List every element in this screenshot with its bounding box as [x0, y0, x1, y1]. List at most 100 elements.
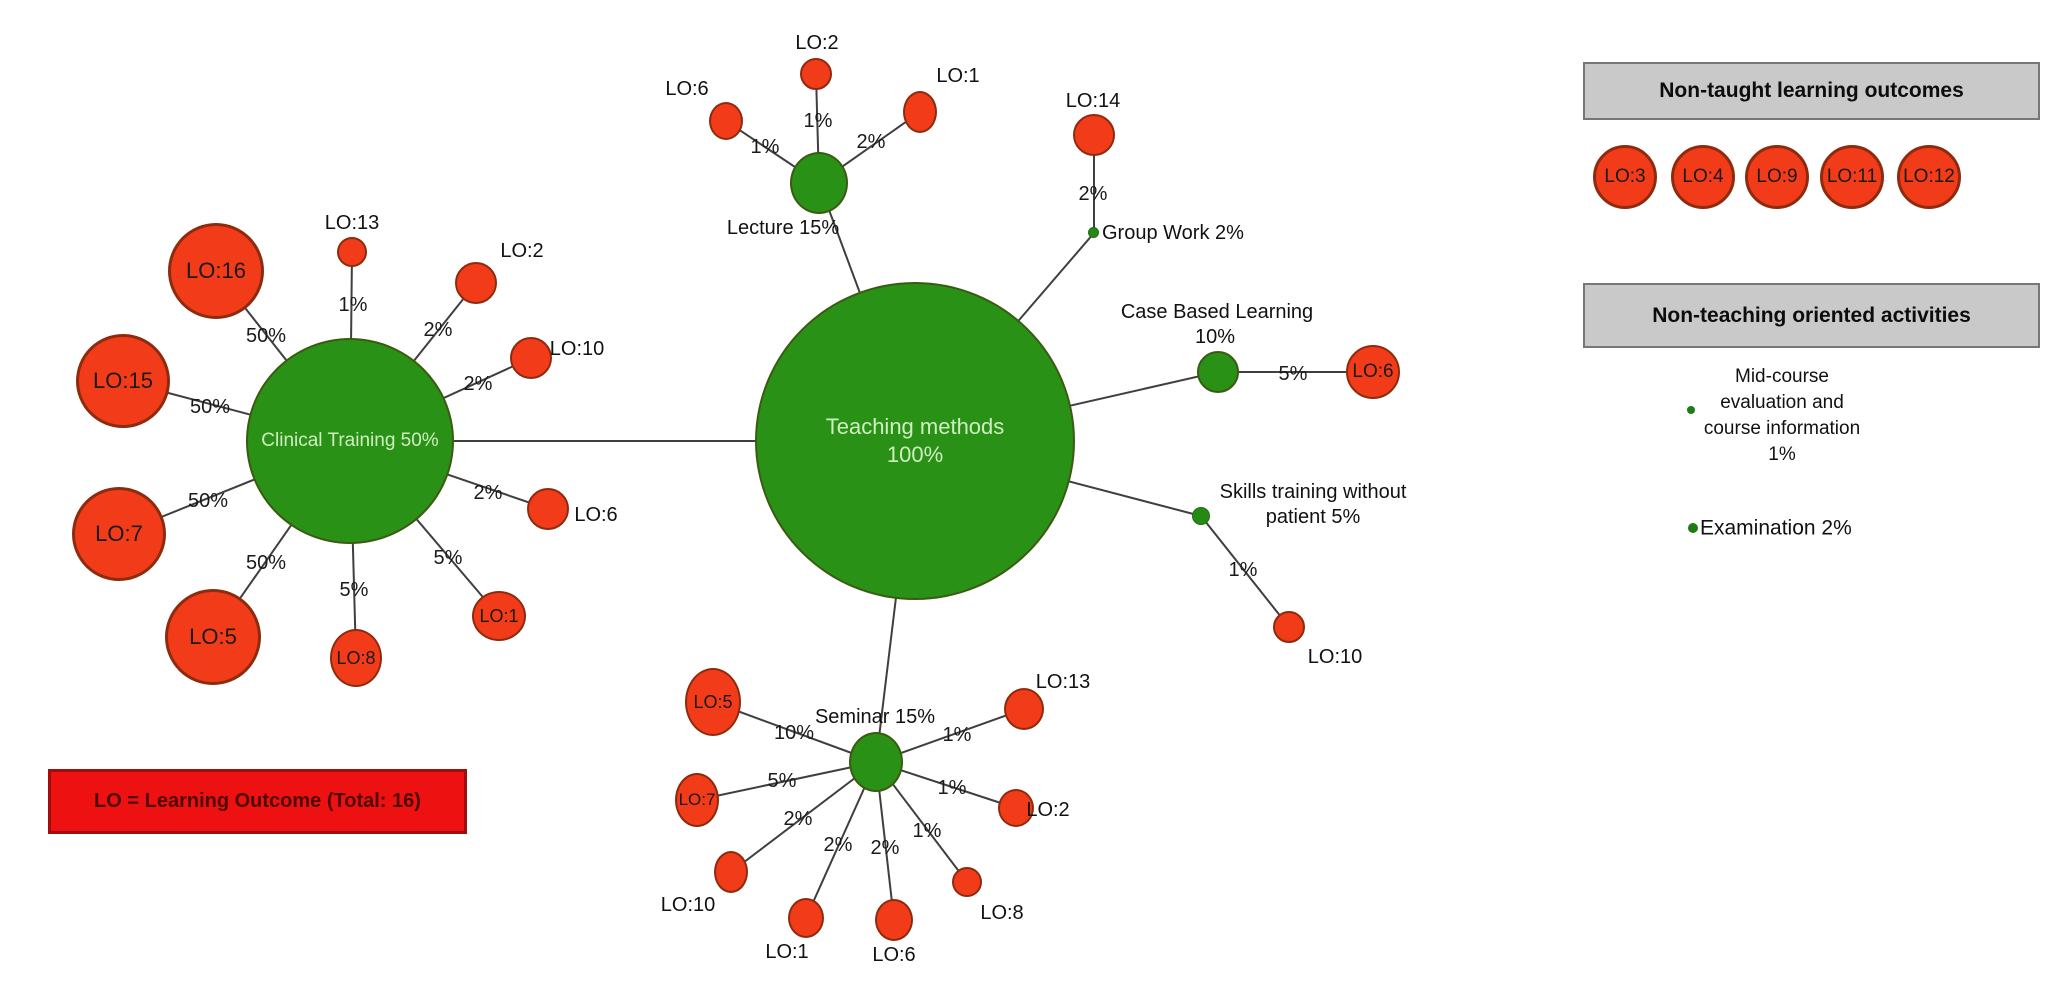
- clinical-training-label: Clinical Training 50%: [261, 430, 439, 451]
- lecture-lo1-node: [903, 91, 937, 133]
- lo-label: LO:4: [1682, 166, 1724, 187]
- teaching-methods-node: Teaching methods 100%: [755, 282, 1075, 600]
- lo-label: LO:2: [1026, 799, 1070, 821]
- lo-label: LO:5: [189, 624, 237, 649]
- teaching-methods-label: Teaching methods 100%: [825, 414, 1005, 467]
- edge-pct-label: 2%: [423, 319, 453, 341]
- edge-pct-label: 50%: [245, 325, 287, 347]
- clinical-lo15-node: LO:15: [76, 334, 170, 428]
- lecture-lo2-node: [800, 58, 832, 90]
- lo-label: LO:8: [980, 902, 1024, 924]
- lo-label: LO:10: [660, 894, 716, 916]
- group-work-label: Group Work 2%: [1102, 222, 1244, 244]
- lo-label: LO:12: [1903, 166, 1955, 187]
- clinical-lo7-node: LO:7: [72, 487, 166, 581]
- seminar-lo7-node: LO:7: [675, 773, 719, 827]
- lo-label: LO:11: [1826, 166, 1878, 187]
- lo-label: LO:13: [324, 212, 380, 234]
- clinical-lo8-node: LO:8: [330, 629, 382, 687]
- edge-seminar-lo5: [712, 701, 877, 763]
- edge-pct-label: 1%: [942, 724, 972, 746]
- edge-pct-label: 1%: [912, 820, 942, 842]
- edge-pct-label: 2%: [823, 834, 853, 856]
- lo-label: LO:1: [936, 65, 980, 87]
- lo-label: LO:1: [765, 941, 809, 963]
- lo-label: LO:5: [693, 691, 733, 712]
- non-teaching-title: Non-teaching oriented activities: [1652, 303, 1971, 327]
- lecture-lo6-node: [709, 102, 743, 140]
- non-taught-title: Non-taught learning outcomes: [1659, 79, 1964, 102]
- lo-label: LO:6: [665, 78, 709, 100]
- edge-pct-label: 2%: [870, 837, 900, 859]
- case-based-learning-label-line1: Case Based Learning: [1120, 301, 1314, 323]
- groupwork-lo14-node: [1073, 114, 1115, 156]
- non-teaching-panel-header: Non-teaching oriented activities: [1583, 283, 2040, 348]
- skills-training-node: [1192, 507, 1210, 525]
- edge-pct-label: 2%: [856, 131, 886, 153]
- lecture-label: Lecture 15%: [726, 217, 840, 239]
- clinical-lo10-node: [510, 337, 552, 379]
- lo-label: LO:8: [336, 647, 376, 668]
- edge-pct-label: 1%: [750, 136, 780, 158]
- seminar-lo1-node: [788, 898, 824, 938]
- edge-pct-label: 1%: [338, 294, 368, 316]
- group-work-node: [1088, 227, 1099, 238]
- edge-pct-label: 5%: [339, 579, 369, 601]
- edge-pct-label: 1%: [1228, 559, 1258, 581]
- lo-label: LO:2: [500, 240, 544, 262]
- lo-label: LO:9: [1756, 166, 1798, 187]
- clinical-training-node: Clinical Training 50%: [246, 338, 454, 544]
- lo-label: LO:13: [1035, 671, 1091, 693]
- case-based-learning-label-line2: 10%: [1194, 326, 1236, 348]
- seminar-node: [849, 732, 903, 792]
- seminar-lo13-node: [1004, 688, 1044, 730]
- lo-label: LO:16: [186, 258, 246, 283]
- edge-seminar-lo7: [696, 761, 877, 801]
- edge-pct-label: 2%: [1078, 183, 1108, 205]
- edge-seminar-lo10: [730, 761, 877, 873]
- lo-label: LO:6: [574, 504, 618, 526]
- lo-label: LO:10: [1307, 646, 1363, 668]
- casebased-lo6-node: LO:6: [1346, 345, 1400, 399]
- lo-label: LO:6: [872, 944, 916, 966]
- lo-label: LO:2: [795, 32, 839, 54]
- case-based-learning-node: [1197, 351, 1239, 393]
- edge-pct-label: 5%: [767, 770, 797, 792]
- midcourse-evaluation-label: Mid-course evaluation and course informa…: [1703, 366, 1861, 465]
- midcourse-dot: [1687, 406, 1695, 414]
- lo-label: LO:10: [549, 338, 605, 360]
- edge-pct-label: 10%: [773, 722, 815, 744]
- lo-label: LO:15: [93, 368, 153, 393]
- clinical-lo2-node: [455, 262, 497, 304]
- non-taught-panel-header: Non-taught learning outcomes: [1583, 62, 2040, 120]
- clinical-lo5-node: LO:5: [165, 589, 261, 685]
- clinical-lo6-node: [527, 488, 569, 530]
- lo-label: LO:7: [678, 790, 716, 809]
- edge-pct-label: 2%: [783, 808, 813, 830]
- edge-skills-lo10: [1200, 515, 1290, 628]
- non-taught-lo4-node: LO:4: [1671, 145, 1735, 209]
- lecture-node: [790, 152, 848, 214]
- clinical-lo1-node: LO:1: [472, 591, 526, 641]
- edge-pct-label: 1%: [937, 777, 967, 799]
- seminar-lo8-node: [952, 867, 982, 897]
- seminar-lo2-node: [998, 789, 1034, 827]
- edge-pct-label: 2%: [473, 482, 503, 504]
- lo-legend-box: LO = Learning Outcome (Total: 16): [48, 769, 467, 834]
- lo-label: LO:3: [1604, 166, 1646, 187]
- non-taught-lo12-node: LO:12: [1897, 145, 1961, 209]
- lo-label: LO:14: [1065, 90, 1121, 112]
- seminar-lo10-node: [714, 851, 748, 893]
- non-taught-lo3-node: LO:3: [1593, 145, 1657, 209]
- seminar-label: Seminar 15%: [814, 706, 936, 728]
- examination-dot: [1688, 523, 1698, 533]
- edge-pct-label: 1%: [803, 110, 833, 132]
- lo-label: LO:1: [479, 605, 519, 626]
- non-taught-lo9-node: LO:9: [1745, 145, 1809, 209]
- seminar-lo6-node: [875, 899, 913, 941]
- edge-pct-label: 5%: [1278, 363, 1308, 385]
- non-taught-lo11-node: LO:11: [1820, 145, 1884, 209]
- skills-training-label-line2: patient 5%: [1265, 506, 1361, 528]
- skills-training-label-line1: Skills training without: [1219, 481, 1407, 503]
